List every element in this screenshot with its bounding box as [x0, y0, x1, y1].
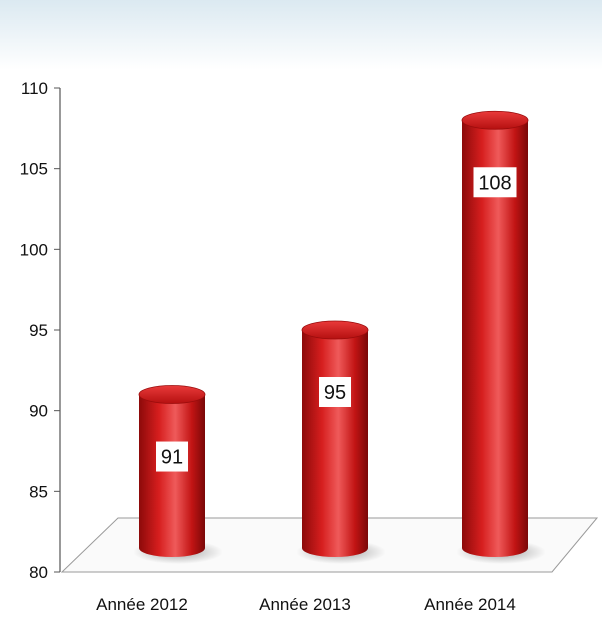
data-label-box: [156, 441, 188, 472]
y-tick-label: 110: [21, 79, 48, 98]
bar-top: [301, 320, 369, 340]
header-band: [0, 0, 602, 70]
y-tick-label: 90: [29, 402, 48, 421]
data-label: 95: [324, 382, 346, 404]
bar-année-2013: 95: [296, 320, 386, 564]
x-axis-labels: Année 2012 Année 2013 Année 2014: [96, 595, 516, 614]
y-tick-label: 85: [29, 482, 48, 501]
bar-top: [461, 110, 529, 130]
data-label-box: [473, 167, 517, 198]
bar-body: [462, 120, 528, 558]
x-tick-label: Année 2013: [259, 595, 351, 614]
bar-body: [302, 330, 368, 557]
y-tick-label: 105: [20, 160, 48, 179]
y-tick-label: 80: [29, 563, 48, 582]
data-label-box: [319, 377, 351, 407]
bar-année-2014: 108: [456, 110, 546, 564]
bar-année-2012: 91: [133, 385, 223, 564]
y-tick-label: 100: [20, 240, 48, 259]
bar-body: [139, 394, 205, 557]
x-tick-label: Année 2012: [96, 595, 188, 614]
bar-top: [138, 385, 206, 404]
x-tick-label: Année 2014: [424, 595, 516, 614]
y-axis-ticks: 80 85 90 95 100 105 110: [20, 79, 60, 582]
data-label: 91: [161, 447, 183, 469]
data-label: 108: [478, 172, 511, 194]
bars-group: 91 95 108: [133, 110, 546, 564]
y-tick-label: 95: [29, 321, 48, 340]
